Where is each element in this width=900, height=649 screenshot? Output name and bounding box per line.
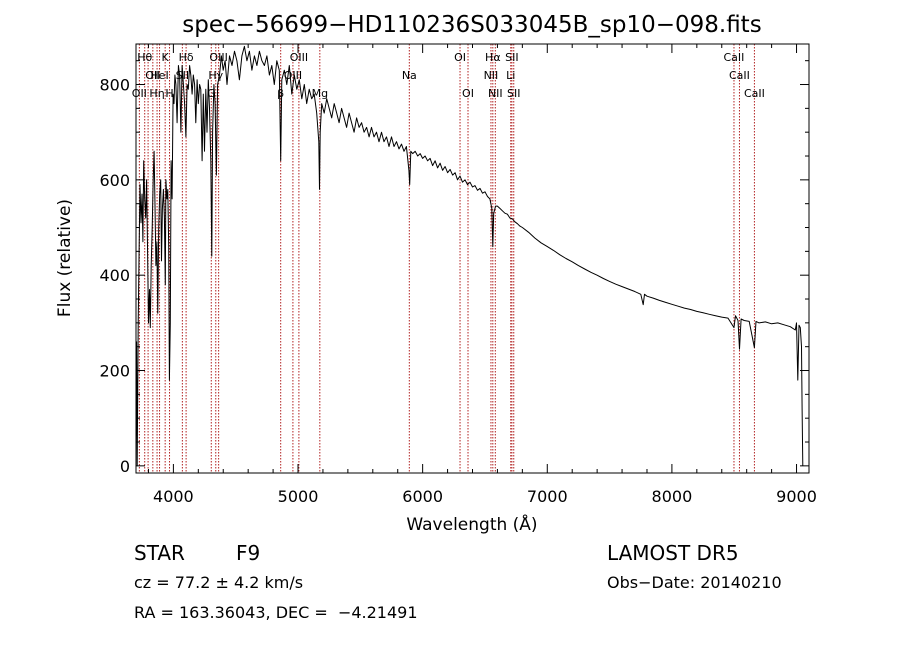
emission-lines-layer bbox=[138, 44, 755, 473]
y-tick-label: 600 bbox=[99, 171, 130, 190]
x-tick-label: 7000 bbox=[527, 487, 568, 506]
spectral-line-label: Hδ bbox=[179, 51, 194, 64]
chart-title: spec−56699−HD110236S033045B_sp10−098.fit… bbox=[182, 12, 761, 38]
y-tick-label: 0 bbox=[120, 457, 130, 476]
spectral-line-label: OIII bbox=[209, 51, 227, 64]
spectral-line-label: OII bbox=[132, 87, 147, 100]
spectral-line-label: OI bbox=[454, 51, 466, 64]
spectral-line-label: β bbox=[277, 87, 284, 100]
x-tick-label: 4000 bbox=[153, 487, 194, 506]
spectral-line-label: Na bbox=[402, 69, 417, 82]
spectral-line-label: SII bbox=[176, 69, 189, 82]
object-class: STAR bbox=[134, 541, 185, 565]
x-tick-label: 5000 bbox=[278, 487, 319, 506]
y-axis-label: Flux (relative) bbox=[55, 199, 75, 317]
y-tick-label: 400 bbox=[99, 266, 130, 285]
spectral-line-label: HeI bbox=[150, 69, 168, 82]
x-axis-label: Wavelength (Å) bbox=[406, 513, 537, 535]
spectral-line-label: NII bbox=[484, 69, 499, 82]
spectral-line-label: Mg bbox=[312, 87, 328, 100]
spectral-line-label: G bbox=[207, 87, 216, 100]
spectral-line-label: SII bbox=[505, 51, 518, 64]
y-tick-label: 200 bbox=[99, 362, 130, 381]
redshift-value: cz = 77.2 ± 4.2 km/s bbox=[134, 573, 304, 592]
spectral-line-label: OIII bbox=[290, 51, 308, 64]
spectral-line-label: NII bbox=[488, 87, 503, 100]
spectrum-layer bbox=[135, 45, 804, 467]
x-tick-label: 9000 bbox=[776, 487, 817, 506]
spectral-line-label: OIII bbox=[284, 69, 302, 82]
ticks-layer: 4000 5000 6000 7000 8000 9000 0 200 400 600 800 bbox=[99, 44, 817, 506]
observation-date: Obs−Date: 20140210 bbox=[607, 573, 782, 592]
survey-name: LAMOST DR5 bbox=[607, 541, 739, 565]
spectral-line-label: CaII bbox=[724, 51, 745, 64]
spectral-line-label: Hγ bbox=[208, 69, 223, 82]
spectral-line-label: SII bbox=[507, 87, 520, 100]
spectral-line-label: Hα bbox=[485, 51, 501, 64]
spectral-line-label: Li bbox=[506, 69, 515, 82]
coordinates: RA = 163.36043, DEC = −4.21491 bbox=[134, 603, 418, 622]
spectral-line-label: Hθ bbox=[137, 51, 152, 64]
spectral-line-label: OI bbox=[462, 87, 474, 100]
spectrum-line bbox=[135, 45, 804, 467]
y-tick-label: 800 bbox=[99, 76, 130, 95]
spectral-line-label: CaII bbox=[744, 87, 765, 100]
plot-frame bbox=[135, 43, 810, 474]
line-labels-layer: OIIHθOIIHηHeIKHSIIHδGHγOIIIβOIIIOIIIMgNa… bbox=[132, 51, 765, 100]
spectral-line-label: CaII bbox=[729, 69, 750, 82]
x-tick-label: 6000 bbox=[402, 487, 443, 506]
spectral-line-label: K bbox=[162, 51, 170, 64]
spectral-line-label: Hη bbox=[149, 87, 164, 100]
object-subclass: F9 bbox=[236, 541, 261, 565]
spectral-line-label: OII bbox=[145, 69, 160, 82]
x-tick-label: 8000 bbox=[652, 487, 693, 506]
spectral-line-label: H bbox=[165, 87, 173, 100]
